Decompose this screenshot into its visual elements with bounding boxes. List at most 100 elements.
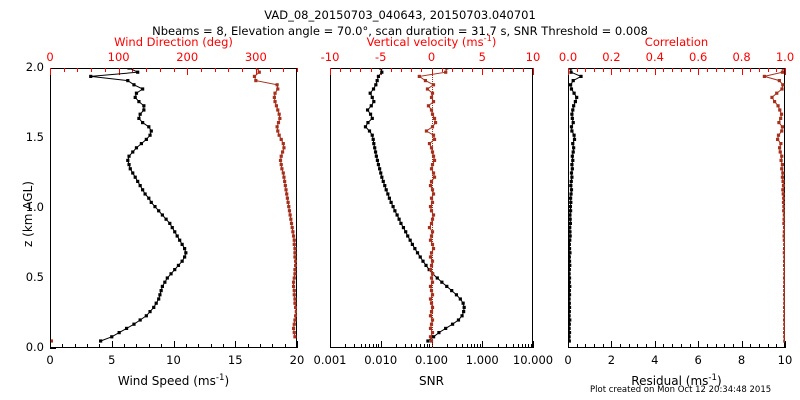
data-point (276, 87, 280, 91)
x-axis-minor-tick (585, 344, 587, 348)
series-correlation (762, 69, 785, 343)
x-axis-minor-tick (680, 344, 682, 348)
data-point (255, 69, 259, 70)
data-point (569, 259, 572, 263)
data-point (428, 326, 433, 330)
data-point (292, 276, 296, 280)
top-axis-tick-label: 0 (46, 50, 54, 64)
data-point (429, 108, 434, 112)
data-point (131, 150, 135, 154)
data-point (276, 121, 281, 125)
data-point (417, 74, 421, 78)
data-point (294, 310, 297, 314)
top-axis-tick-label: 0.8 (732, 50, 751, 64)
top-axis-tick-label: 0.6 (689, 50, 708, 64)
data-point (136, 179, 140, 183)
data-point (450, 289, 454, 293)
top-axis-minor-tick (620, 68, 622, 72)
data-point (276, 129, 280, 133)
data-point (291, 326, 296, 330)
data-point (365, 108, 370, 112)
data-point (278, 116, 282, 120)
data-point (569, 192, 573, 196)
data-point (170, 226, 174, 230)
data-point (287, 209, 292, 213)
data-point (421, 259, 425, 263)
data-point (294, 259, 297, 263)
data-point (445, 284, 449, 288)
x-axis-minor-tick (477, 344, 479, 348)
top-axis-minor-tick (672, 68, 674, 72)
panel-wind (50, 68, 297, 348)
data-point (573, 100, 577, 104)
data-point (783, 280, 785, 284)
data-point (462, 305, 466, 309)
top-axis-tick (698, 68, 700, 75)
data-point (430, 293, 435, 297)
data-point (782, 226, 785, 230)
data-point (285, 192, 289, 196)
data-point (427, 226, 432, 230)
data-point (425, 87, 430, 91)
data-point (780, 87, 784, 91)
top-axis-tick (568, 68, 569, 75)
data-point (569, 318, 572, 322)
data-point (370, 95, 374, 99)
x-axis-tick-label: 0.010 (364, 353, 398, 367)
top-axis-minor-tick (451, 68, 453, 72)
data-point (294, 305, 297, 309)
data-point (147, 196, 151, 200)
data-point (368, 112, 373, 116)
data-point (569, 125, 574, 129)
data-point (159, 289, 163, 293)
data-point (569, 196, 573, 200)
data-point (430, 217, 435, 221)
data-point (783, 310, 785, 314)
data-point (572, 133, 576, 137)
data-point (569, 305, 572, 309)
top-axis-tick (255, 68, 257, 75)
data-point (378, 167, 382, 171)
data-point (445, 69, 449, 70)
wind-direction-wrap-line (294, 336, 296, 338)
data-point (775, 91, 779, 95)
data-point (374, 154, 378, 158)
x-axis-tick (235, 341, 237, 348)
top-axis-minor-tick (421, 68, 423, 72)
data-point (570, 167, 574, 171)
data-point (569, 322, 571, 326)
x-axis-minor-tick (628, 344, 630, 348)
x-axis-minor-tick (474, 344, 476, 348)
top-axis-tick (654, 68, 656, 75)
top-axis-minor-tick (594, 68, 596, 72)
data-point (291, 230, 295, 234)
x-axis-minor-tick (87, 344, 89, 348)
data-point (292, 322, 296, 326)
top-axis-tick (330, 68, 331, 75)
data-point (782, 213, 785, 217)
top-axis-tick-label: 1.0 (775, 50, 795, 64)
data-point (460, 314, 464, 318)
data-point (126, 79, 130, 83)
top-axis-minor-tick (646, 68, 648, 72)
x-axis-minor-tick (479, 344, 481, 348)
data-point (293, 255, 297, 259)
data-point (281, 171, 285, 175)
top-axis-minor-tick (461, 68, 463, 72)
data-point (782, 209, 785, 213)
data-point (430, 331, 435, 335)
x-axis-minor-tick (210, 344, 212, 348)
data-point (444, 326, 448, 330)
top-axis-minor-tick (512, 68, 514, 72)
x-axis-tick-label: 0 (46, 353, 54, 367)
data-point (781, 184, 785, 188)
data-point (783, 326, 785, 330)
x-axis-minor-tick (62, 344, 64, 348)
data-point (430, 125, 435, 129)
data-point (429, 310, 434, 314)
data-point (283, 179, 287, 183)
data-point (776, 137, 780, 141)
data-point (273, 100, 277, 104)
x-axis-minor-tick (706, 344, 708, 348)
data-point (782, 221, 785, 225)
